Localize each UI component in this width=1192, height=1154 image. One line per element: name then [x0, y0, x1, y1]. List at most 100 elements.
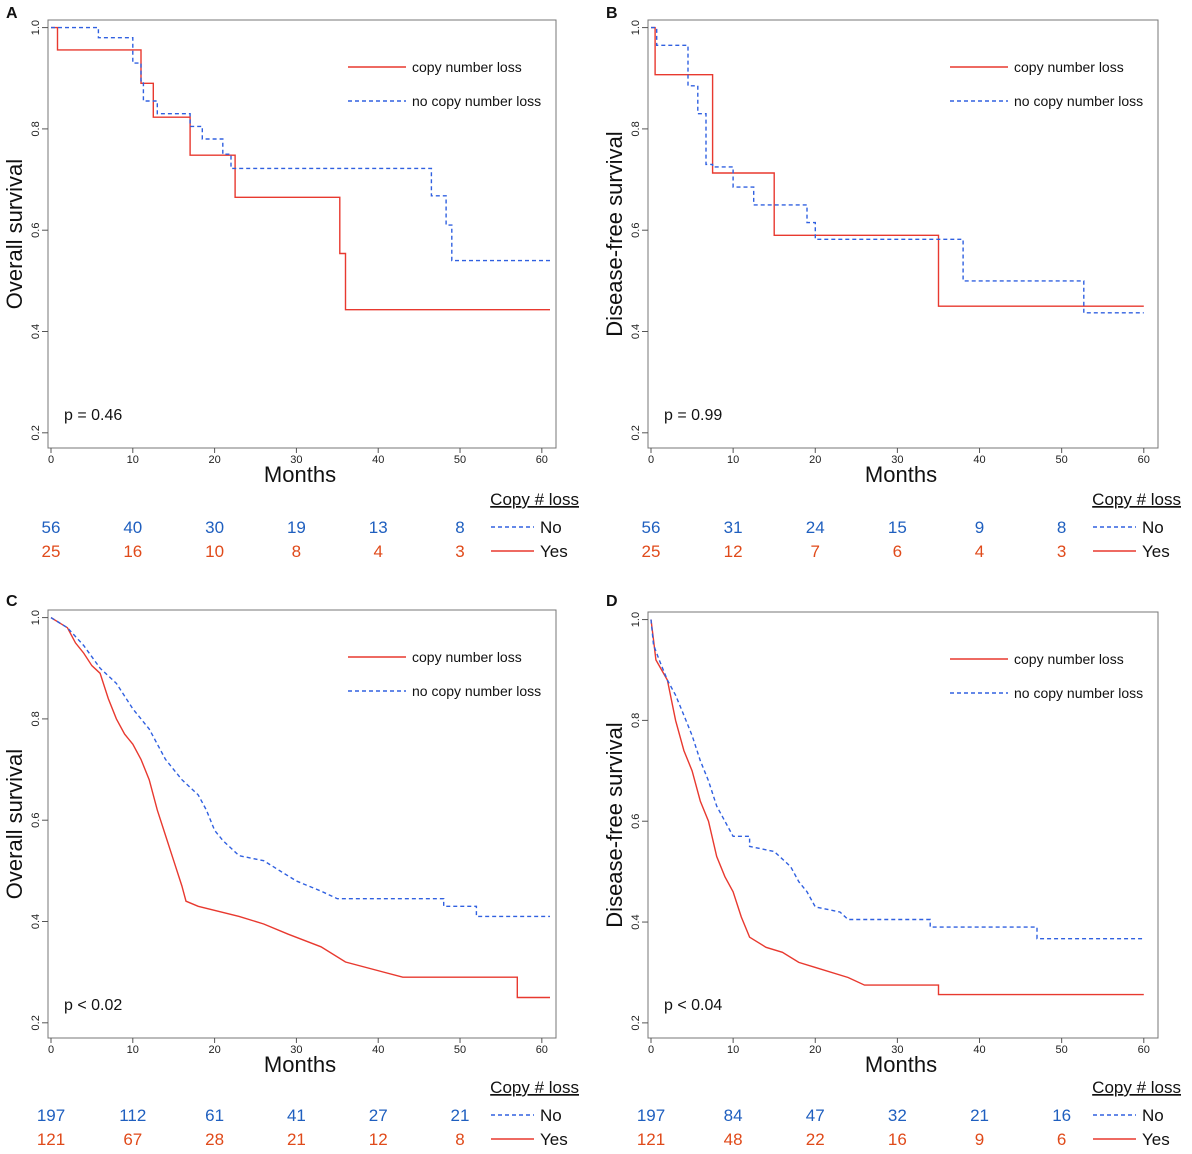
x-tick-label: 60	[536, 454, 548, 466]
y-axis-title: Overall survival	[2, 159, 27, 309]
y-tick-label: 0.4	[30, 324, 42, 339]
x-tick-label: 20	[208, 1044, 220, 1056]
risk-count: 12	[724, 542, 743, 561]
risk-count: 25	[642, 542, 661, 561]
x-tick-label: 10	[727, 1044, 739, 1056]
risk-count: 27	[369, 1106, 388, 1125]
risk-count: 24	[806, 518, 825, 537]
x-tick-label: 60	[536, 1044, 548, 1056]
risk-table-title: Copy # loss	[1092, 1078, 1181, 1097]
risk-count: 19	[287, 518, 306, 537]
x-axis-title: Months	[865, 462, 937, 487]
y-tick-label: 0.4	[30, 914, 42, 929]
x-tick-label: 10	[127, 454, 139, 466]
risk-count: 40	[123, 518, 142, 537]
risk-count: 6	[1057, 1130, 1066, 1149]
curve-copy-number-loss	[651, 26, 1144, 307]
plot-frame	[647, 611, 1159, 1039]
curve-no-copy-number-loss	[51, 26, 550, 262]
risk-count: 3	[1057, 542, 1066, 561]
risk-count: 13	[369, 518, 388, 537]
legend-label-no-loss: no copy number loss	[1014, 93, 1143, 109]
y-tick-label: 0.8	[630, 121, 642, 136]
y-tick-label: 0.2	[630, 1015, 642, 1030]
y-axis-title: Disease-free survival	[602, 722, 627, 927]
risk-count: 121	[637, 1130, 665, 1149]
panel-letter: A	[6, 5, 18, 22]
risk-count: 84	[724, 1106, 743, 1125]
panel-b: B 0.2 0.4 0.6 0.8 1.0 0 10 20 30 40 50 60 Months Disea…	[602, 5, 1181, 561]
y-tick-label: 1.0	[630, 612, 642, 627]
p-value: p < 0.02	[64, 997, 122, 1014]
risk-count: 25	[42, 542, 61, 561]
legend-label-loss: copy number loss	[1014, 59, 1124, 75]
y-tick-label: 1.0	[30, 20, 42, 35]
risk-table-title: Copy # loss	[1092, 490, 1181, 509]
x-tick-label: 60	[1138, 454, 1150, 466]
risk-count: 56	[42, 518, 61, 537]
x-tick-label: 40	[973, 1044, 985, 1056]
risk-count: 197	[637, 1106, 665, 1125]
x-tick-label: 60	[1138, 1044, 1150, 1056]
risk-count: 16	[123, 542, 142, 561]
risk-count: 28	[205, 1130, 224, 1149]
curve-copy-number-loss	[51, 26, 550, 311]
risk-count: 21	[970, 1106, 989, 1125]
x-axis-title: Months	[865, 1052, 937, 1077]
panel-letter: C	[6, 593, 18, 610]
risk-count: 22	[806, 1130, 825, 1149]
x-tick-label: 10	[727, 454, 739, 466]
risk-row-label: Yes	[1142, 1130, 1170, 1149]
panel-a: A 0.2 0.4 0.6 0.8 1.0 0 10 20 30 40 50 60 Months Overa…	[2, 5, 579, 561]
x-tick-label: 30	[290, 1044, 302, 1056]
x-tick-label: 30	[290, 454, 302, 466]
risk-count: 47	[806, 1106, 825, 1125]
x-tick-label: 0	[48, 1044, 54, 1056]
y-tick-label: 0.4	[630, 324, 642, 339]
x-tick-label: 30	[891, 454, 903, 466]
risk-count: 197	[37, 1106, 65, 1125]
risk-count: 41	[287, 1106, 306, 1125]
x-tick-label: 20	[208, 454, 220, 466]
x-axis-title: Months	[264, 1052, 336, 1077]
y-tick-label: 0.8	[630, 713, 642, 728]
y-axis-title: Overall survival	[2, 749, 27, 899]
legend-label-loss: copy number loss	[412, 59, 522, 75]
plot-frame	[47, 609, 557, 1039]
risk-count: 21	[287, 1130, 306, 1149]
curve-copy-number-loss	[50, 617, 550, 999]
risk-count: 16	[888, 1130, 907, 1149]
y-tick-label: 0.6	[630, 223, 642, 238]
risk-count: 7	[811, 542, 820, 561]
y-tick-label: 0.6	[630, 814, 642, 829]
curve-no-copy-number-loss	[650, 619, 1144, 940]
curve-no-copy-number-loss	[651, 26, 1144, 314]
risk-count: 21	[451, 1106, 470, 1125]
p-value: p = 0.46	[64, 407, 122, 424]
legend-label-no-loss: no copy number loss	[412, 683, 541, 699]
panel-d: D 0.2 0.4 0.6 0.8 1.0 0 10 20 30 40 50 60 Months Disea…	[602, 593, 1181, 1149]
x-tick-label: 40	[372, 454, 384, 466]
risk-count: 48	[724, 1130, 743, 1149]
x-tick-label: 0	[648, 454, 654, 466]
x-tick-label: 40	[372, 1044, 384, 1056]
risk-row-label: No	[1142, 518, 1164, 537]
x-tick-label: 0	[648, 1044, 654, 1056]
x-tick-label: 40	[973, 454, 985, 466]
risk-count: 6	[893, 542, 902, 561]
risk-count: 30	[205, 518, 224, 537]
risk-row-label: Yes	[1142, 542, 1170, 561]
risk-row-label: Yes	[540, 1130, 568, 1149]
panel-letter: B	[606, 5, 618, 22]
p-value: p = 0.99	[664, 407, 722, 424]
risk-table-title: Copy # loss	[490, 490, 579, 509]
y-tick-label: 0.2	[630, 425, 642, 440]
risk-count: 121	[37, 1130, 65, 1149]
y-tick-label: 0.4	[630, 914, 642, 929]
y-tick-label: 0.6	[30, 813, 42, 828]
risk-count: 8	[455, 1130, 464, 1149]
risk-count: 61	[205, 1106, 224, 1125]
x-tick-label: 10	[127, 1044, 139, 1056]
risk-count: 8	[292, 542, 301, 561]
